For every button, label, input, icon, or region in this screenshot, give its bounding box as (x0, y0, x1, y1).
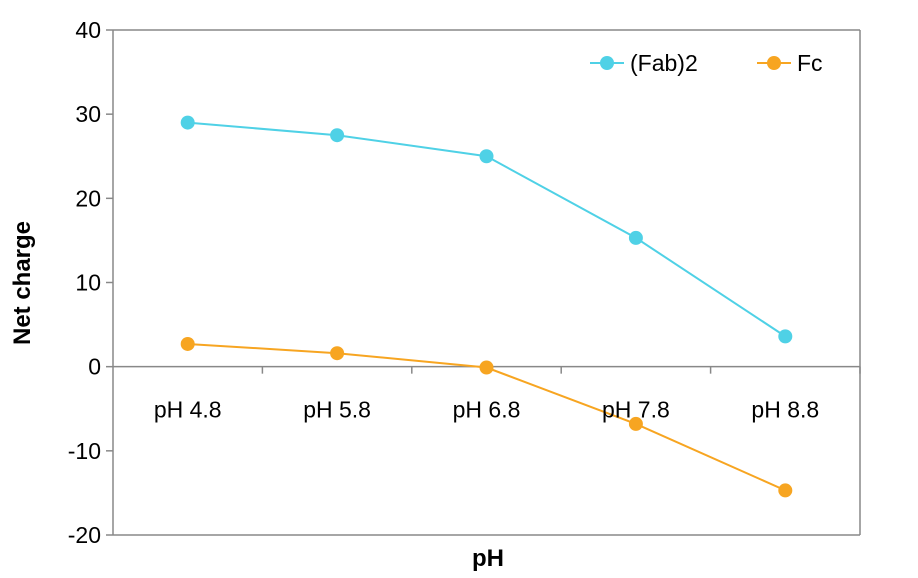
data-point (778, 329, 793, 344)
legend-marker (600, 56, 614, 70)
legend-label: (Fab)2 (630, 50, 698, 76)
y-tick-label: 20 (75, 185, 101, 211)
legend: (Fab)2 Fc (590, 50, 823, 76)
series-1 (180, 336, 793, 498)
x-tick-label: pH 6.8 (453, 397, 521, 423)
x-tick-labels: pH 4.8 pH 5.8 pH 6.8 pH 7.8 pH 8.8 (154, 397, 819, 423)
y-tick-label: 40 (75, 17, 101, 43)
legend-item: Fc (757, 50, 823, 76)
data-point (180, 336, 195, 351)
data-point (778, 483, 793, 498)
data-point (330, 346, 345, 361)
y-tick-label: -20 (68, 522, 101, 548)
x-tick-label: pH 8.8 (751, 397, 819, 423)
x-tick-label: pH 7.8 (602, 397, 670, 423)
legend-marker (767, 56, 781, 70)
series-0 (180, 115, 793, 344)
y-axis-title: Net charge (9, 221, 36, 345)
data-point (330, 128, 345, 143)
data-point (479, 149, 494, 164)
x-tick-label: pH 5.8 (303, 397, 371, 423)
data-point (479, 360, 494, 375)
x-tick-label: pH 4.8 (154, 397, 222, 423)
y-tick-label: -10 (68, 438, 101, 464)
y-tick-label: 0 (88, 354, 101, 380)
legend-label: Fc (797, 50, 823, 76)
y-tick-label: 10 (75, 270, 101, 296)
x-axis-title: pH (472, 545, 504, 572)
data-point (628, 230, 643, 245)
legend-item: (Fab)2 (590, 50, 698, 76)
y-tick-label: 30 (75, 101, 101, 127)
data-point (628, 416, 643, 431)
series-layer (180, 115, 793, 498)
data-point (180, 115, 195, 130)
y-axis-ticks: -20 -10 0 10 20 30 40 (68, 17, 113, 548)
